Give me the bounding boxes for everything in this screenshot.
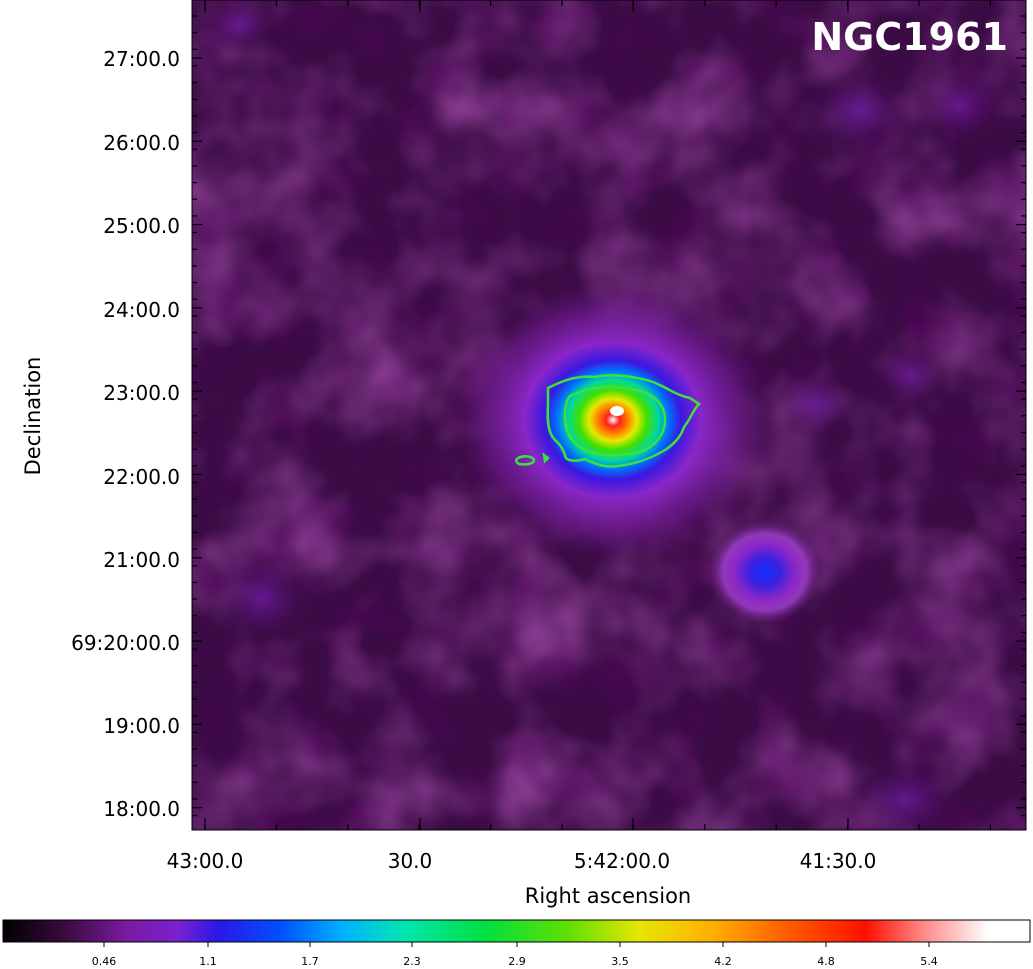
faint-source — [775, 370, 855, 440]
dec-tick-label: 25:00.0 — [103, 214, 180, 238]
object-name: NGC1961 — [811, 15, 1008, 59]
colorbar-label: 1.7 — [301, 955, 319, 968]
ra-tick-label: 5:42:00.0 — [574, 849, 670, 873]
faint-source — [845, 755, 965, 830]
small-contour — [514, 455, 536, 466]
colorbar-label: 2.9 — [508, 955, 526, 968]
colorbar-label: 0.46 — [92, 955, 117, 968]
colorbar-label: 4.2 — [714, 955, 732, 968]
dec-tick-label: 69:20:00.0 — [71, 631, 180, 655]
x-axis-title: Right ascension — [525, 884, 692, 908]
faint-source — [200, 0, 280, 55]
dec-tick-label: 18:00.0 — [103, 797, 180, 821]
colorbar-label: 5.4 — [920, 955, 938, 968]
ra-tick-label: 41:30.0 — [800, 849, 877, 873]
sky-image — [192, 0, 1026, 830]
colorbar: 0.46 1.1 1.7 2.3 2.9 3.5 4.2 4.8 5.4 — [2, 919, 1031, 968]
galaxy-emission — [443, 270, 783, 570]
faint-source — [870, 340, 950, 410]
faint-source — [805, 65, 915, 155]
faint-source — [915, 65, 1005, 145]
dec-tick-labels: 27:00.0 26:00.0 25:00.0 24:00.0 23:00.0 … — [71, 47, 180, 821]
colorbar-gradient — [2, 919, 1031, 943]
ra-tick-labels: 43:00.0 30.0 5:42:00.0 41:30.0 — [167, 849, 877, 873]
y-axis-title: Declination — [21, 357, 45, 476]
secondary-source — [705, 517, 825, 627]
galaxy-core — [610, 406, 624, 416]
dec-tick-label: 21:00.0 — [103, 548, 180, 572]
outer-contour — [546, 374, 701, 468]
dec-tick-label: 19:00.0 — [103, 714, 180, 738]
dec-tick-label: 22:00.0 — [103, 465, 180, 489]
inner-contour — [563, 386, 667, 457]
colorbar-label: 3.5 — [611, 955, 629, 968]
colorbar-label: 2.3 — [403, 955, 421, 968]
dec-tick-label: 23:00.0 — [103, 381, 180, 405]
colorbar-label: 1.1 — [199, 955, 217, 968]
ra-tick-label: 30.0 — [388, 849, 433, 873]
small-contour — [542, 452, 550, 464]
plot-frame — [191, 0, 1027, 831]
ticks — [192, 0, 1026, 830]
faint-source — [207, 548, 317, 648]
dec-tick-label: 26:00.0 — [103, 131, 180, 155]
dec-tick-label: 27:00.0 — [103, 47, 180, 71]
contours — [514, 374, 701, 468]
dec-tick-label: 24:00.0 — [103, 298, 180, 322]
colorbar-label: 4.8 — [817, 955, 835, 968]
ra-tick-label: 43:00.0 — [167, 849, 244, 873]
